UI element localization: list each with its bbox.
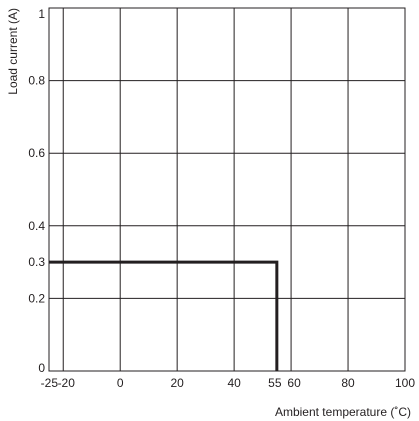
y-tick-label: 0 bbox=[38, 361, 45, 375]
x-tick-labels: -25 -20 0 20 40 55 60 80 100 bbox=[41, 376, 416, 390]
derating-curve bbox=[49, 260, 279, 371]
y-tick-labels: 0 0.2 0.3 0.4 0.6 0.8 1 bbox=[28, 7, 45, 375]
x-tick-label: 0 bbox=[117, 376, 124, 390]
grid-lines bbox=[49, 8, 405, 371]
x-tick-label: 55 bbox=[268, 376, 282, 390]
x-tick-label: 40 bbox=[227, 376, 241, 390]
x-tick-label: -25 bbox=[41, 376, 59, 390]
x-tick-label: 20 bbox=[170, 376, 184, 390]
x-tick-label: -20 bbox=[58, 376, 76, 390]
y-tick-label: 0.3 bbox=[28, 255, 45, 269]
y-tick-label: 0.8 bbox=[28, 74, 45, 88]
x-tick-label: 80 bbox=[341, 376, 355, 390]
y-tick-label: 1 bbox=[38, 7, 45, 21]
y-tick-label: 0.6 bbox=[28, 146, 45, 160]
series-group bbox=[49, 260, 279, 371]
x-tick-label: 100 bbox=[395, 376, 415, 390]
y-tick-label: 0.4 bbox=[28, 219, 45, 233]
plot-frame bbox=[48, 7, 406, 372]
y-tick-label: 0.2 bbox=[28, 291, 45, 305]
y-axis-label: Load current (A) bbox=[6, 8, 20, 95]
x-tick-label: 60 bbox=[287, 376, 301, 390]
x-axis-label: Ambient temperature (˚C) bbox=[275, 405, 411, 419]
